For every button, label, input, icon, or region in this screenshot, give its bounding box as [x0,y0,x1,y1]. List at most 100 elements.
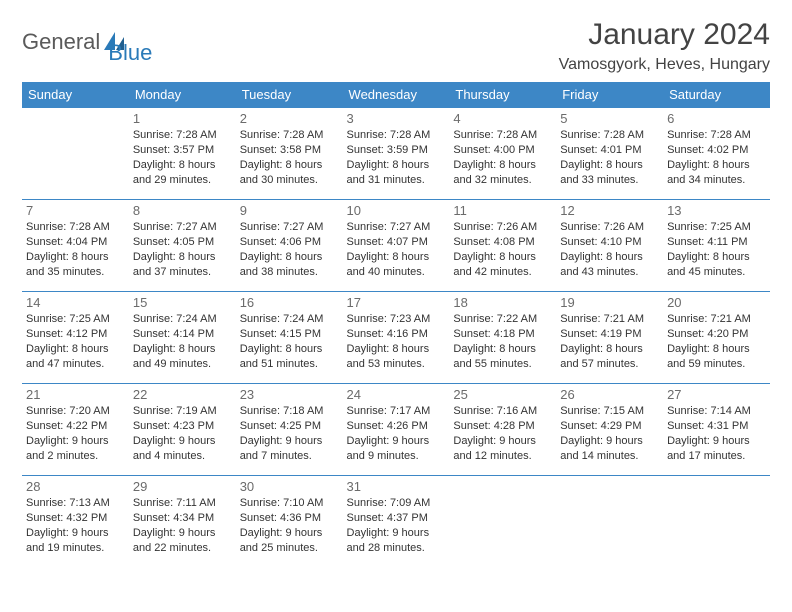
calendar-cell: 31 Sunrise: 7:09 AMSunset: 4:37 PMDayligh… [343,476,450,568]
calendar-body: 1 Sunrise: 7:28 AMSunset: 3:57 PMDaylight… [22,108,770,568]
day-number: 20 [667,295,766,310]
day-number: 12 [560,203,659,218]
calendar-cell: 22 Sunrise: 7:19 AMSunset: 4:23 PMDayligh… [129,384,236,476]
calendar-cell: 13 Sunrise: 7:25 AMSunset: 4:11 PMDayligh… [663,200,770,292]
calendar-cell: 26 Sunrise: 7:15 AMSunset: 4:29 PMDayligh… [556,384,663,476]
day-number: 6 [667,111,766,126]
weekday-header: Thursday [449,82,556,108]
day-info: Sunrise: 7:15 AMSunset: 4:29 PMDaylight:… [560,404,659,463]
calendar-cell: 27 Sunrise: 7:14 AMSunset: 4:31 PMDayligh… [663,384,770,476]
day-info: Sunrise: 7:27 AMSunset: 4:05 PMDaylight:… [133,220,232,279]
day-info: Sunrise: 7:28 AMSunset: 4:04 PMDaylight:… [26,220,125,279]
calendar-cell: 15 Sunrise: 7:24 AMSunset: 4:14 PMDayligh… [129,292,236,384]
title-block: January 2024 Vamosgyork, Heves, Hungary [559,18,770,74]
day-info: Sunrise: 7:16 AMSunset: 4:28 PMDaylight:… [453,404,552,463]
calendar-cell: 11 Sunrise: 7:26 AMSunset: 4:08 PMDayligh… [449,200,556,292]
day-number: 2 [240,111,339,126]
logo: General Blue [22,18,152,66]
day-number: 22 [133,387,232,402]
day-info: Sunrise: 7:28 AMSunset: 3:58 PMDaylight:… [240,128,339,187]
calendar-cell: 30Sunrise: 7:10 AMSunset: 4:36 PMDayligh… [236,476,343,568]
day-info: Sunrise: 7:21 AMSunset: 4:19 PMDaylight:… [560,312,659,371]
month-title: January 2024 [559,18,770,52]
day-number: 9 [240,203,339,218]
day-info: Sunrise: 7:17 AMSunset: 4:26 PMDaylight:… [347,404,446,463]
day-info: Sunrise: 7:19 AMSunset: 4:23 PMDaylight:… [133,404,232,463]
calendar-cell: 3Sunrise: 7:28 AMSunset: 3:59 PMDaylight… [343,108,450,200]
header: General Blue January 2024 Vamosgyork, He… [22,18,770,74]
day-info: Sunrise: 7:28 AMSunset: 4:02 PMDaylight:… [667,128,766,187]
day-info: Sunrise: 7:28 AMSunset: 4:00 PMDaylight:… [453,128,552,187]
day-number: 15 [133,295,232,310]
day-info: Sunrise: 7:21 AMSunset: 4:20 PMDaylight:… [667,312,766,371]
day-number: 19 [560,295,659,310]
weekday-header-row: Sunday Monday Tuesday Wednesday Thursday… [22,82,770,108]
day-info: Sunrise: 7:10 AMSunset: 4:36 PMDaylight:… [240,496,339,555]
calendar-table: Sunday Monday Tuesday Wednesday Thursday… [22,82,770,568]
weekday-header: Sunday [22,82,129,108]
calendar-cell [556,476,663,568]
calendar-cell: 28 Sunrise: 7:13 AMSunset: 4:32 PMDayligh… [22,476,129,568]
day-number: 14 [26,295,125,310]
calendar-cell: 18 Sunrise: 7:22 AMSunset: 4:18 PMDayligh… [449,292,556,384]
calendar-cell: 14 Sunrise: 7:25 AMSunset: 4:12 PMDayligh… [22,292,129,384]
day-info: Sunrise: 7:18 AMSunset: 4:25 PMDaylight:… [240,404,339,463]
day-info: Sunrise: 7:09 AMSunset: 4:37 PMDaylight:… [347,496,446,555]
day-number: 13 [667,203,766,218]
calendar-row: 14 Sunrise: 7:25 AMSunset: 4:12 PMDayligh… [22,292,770,384]
calendar-cell: 6 Sunrise: 7:28 AMSunset: 4:02 PMDaylight… [663,108,770,200]
day-number: 7 [26,203,125,218]
calendar-cell: 4Sunrise: 7:28 AMSunset: 4:00 PMDaylight… [449,108,556,200]
day-number: 27 [667,387,766,402]
calendar-row: 7 Sunrise: 7:28 AMSunset: 4:04 PMDaylight… [22,200,770,292]
day-info: Sunrise: 7:20 AMSunset: 4:22 PMDaylight:… [26,404,125,463]
calendar-cell: 21Sunrise: 7:20 AMSunset: 4:22 PMDayligh… [22,384,129,476]
calendar-cell: 29Sunrise: 7:11 AMSunset: 4:34 PMDayligh… [129,476,236,568]
day-info: Sunrise: 7:27 AMSunset: 4:07 PMDaylight:… [347,220,446,279]
calendar-cell: 17Sunrise: 7:23 AMSunset: 4:16 PMDayligh… [343,292,450,384]
calendar-cell: 16 Sunrise: 7:24 AMSunset: 4:15 PMDayligh… [236,292,343,384]
calendar-cell: 8 Sunrise: 7:27 AMSunset: 4:05 PMDaylight… [129,200,236,292]
day-number: 1 [133,111,232,126]
day-number: 31 [347,479,446,494]
calendar-cell: 23Sunrise: 7:18 AMSunset: 4:25 PMDayligh… [236,384,343,476]
day-number: 16 [240,295,339,310]
location: Vamosgyork, Heves, Hungary [559,56,770,74]
calendar-cell: 24 Sunrise: 7:17 AMSunset: 4:26 PMDayligh… [343,384,450,476]
logo-text-general: General [22,29,100,55]
day-info: Sunrise: 7:25 AMSunset: 4:12 PMDaylight:… [26,312,125,371]
day-number: 17 [347,295,446,310]
calendar-cell: 19 Sunrise: 7:21 AMSunset: 4:19 PMDayligh… [556,292,663,384]
calendar-cell: 9Sunrise: 7:27 AMSunset: 4:06 PMDaylight… [236,200,343,292]
day-info: Sunrise: 7:24 AMSunset: 4:15 PMDaylight:… [240,312,339,371]
day-number: 25 [453,387,552,402]
weekday-header: Friday [556,82,663,108]
day-info: Sunrise: 7:14 AMSunset: 4:31 PMDaylight:… [667,404,766,463]
day-info: Sunrise: 7:28 AMSunset: 3:59 PMDaylight:… [347,128,446,187]
day-number: 11 [453,203,552,218]
calendar-cell: 25 Sunrise: 7:16 AMSunset: 4:28 PMDayligh… [449,384,556,476]
weekday-header: Saturday [663,82,770,108]
day-info: Sunrise: 7:28 AMSunset: 4:01 PMDaylight:… [560,128,659,187]
day-info: Sunrise: 7:22 AMSunset: 4:18 PMDaylight:… [453,312,552,371]
logo-text-blue: Blue [108,40,152,65]
day-number: 24 [347,387,446,402]
day-info: Sunrise: 7:24 AMSunset: 4:14 PMDaylight:… [133,312,232,371]
calendar-cell [22,108,129,200]
day-info: Sunrise: 7:13 AMSunset: 4:32 PMDaylight:… [26,496,125,555]
day-info: Sunrise: 7:28 AMSunset: 3:57 PMDaylight:… [133,128,232,187]
calendar-cell [449,476,556,568]
day-info: Sunrise: 7:25 AMSunset: 4:11 PMDaylight:… [667,220,766,279]
day-number: 26 [560,387,659,402]
day-number: 18 [453,295,552,310]
calendar-row: 28 Sunrise: 7:13 AMSunset: 4:32 PMDayligh… [22,476,770,568]
day-info: Sunrise: 7:26 AMSunset: 4:08 PMDaylight:… [453,220,552,279]
calendar-cell: 20 Sunrise: 7:21 AMSunset: 4:20 PMDayligh… [663,292,770,384]
calendar-row: 1 Sunrise: 7:28 AMSunset: 3:57 PMDaylight… [22,108,770,200]
weekday-header: Monday [129,82,236,108]
calendar-cell [663,476,770,568]
calendar-row: 21Sunrise: 7:20 AMSunset: 4:22 PMDayligh… [22,384,770,476]
weekday-header: Tuesday [236,82,343,108]
day-number: 28 [26,479,125,494]
day-number: 8 [133,203,232,218]
